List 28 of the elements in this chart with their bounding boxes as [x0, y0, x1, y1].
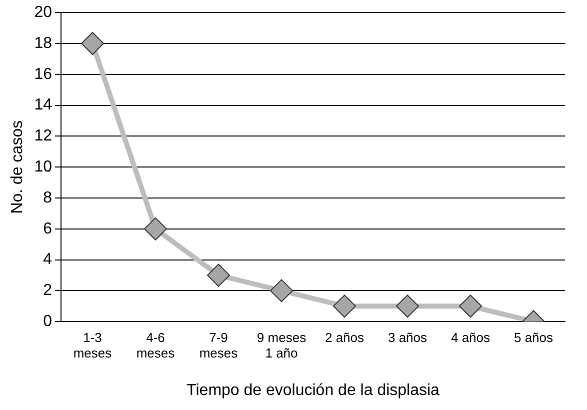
point [459, 294, 482, 318]
point [270, 279, 293, 302]
y-tick-label: 18 [34, 34, 52, 52]
x-tick-label: 4 años [450, 330, 491, 345]
x-tick-label: 5 años [514, 330, 554, 345]
point [396, 294, 419, 318]
point [207, 264, 230, 287]
x-tick-label: 9 meses 1 año [256, 330, 307, 361]
x-tick-label: 2 años [324, 330, 365, 345]
point [80, 32, 104, 55]
point [144, 217, 167, 240]
x-tick-label: 1-3 meses [73, 330, 112, 361]
y-tick-label: 6 [43, 220, 52, 238]
y-tick-label: 8 [43, 189, 52, 206]
y-tick-label: 20 [34, 4, 52, 22]
y-tick-label: 0 [43, 313, 52, 330]
point [333, 294, 356, 318]
y-tick-label: 14 [34, 96, 52, 114]
y-tick-label: 4 [43, 251, 52, 268]
y-tick-label: 12 [34, 128, 52, 145]
y-tick-label: 2 [43, 282, 52, 300]
y-axis-title: No. de casos [9, 120, 26, 214]
x-tick-label: 7-9 meses [199, 330, 238, 361]
y-tick-label: 10 [34, 158, 52, 176]
x-tick-label: 4-6 meses [136, 330, 176, 361]
x-tick-label: 3 años [388, 330, 428, 345]
y-tick-label: 16 [34, 66, 52, 83]
x-axis-title: Tiempo de evolución de la displasia [186, 382, 440, 399]
